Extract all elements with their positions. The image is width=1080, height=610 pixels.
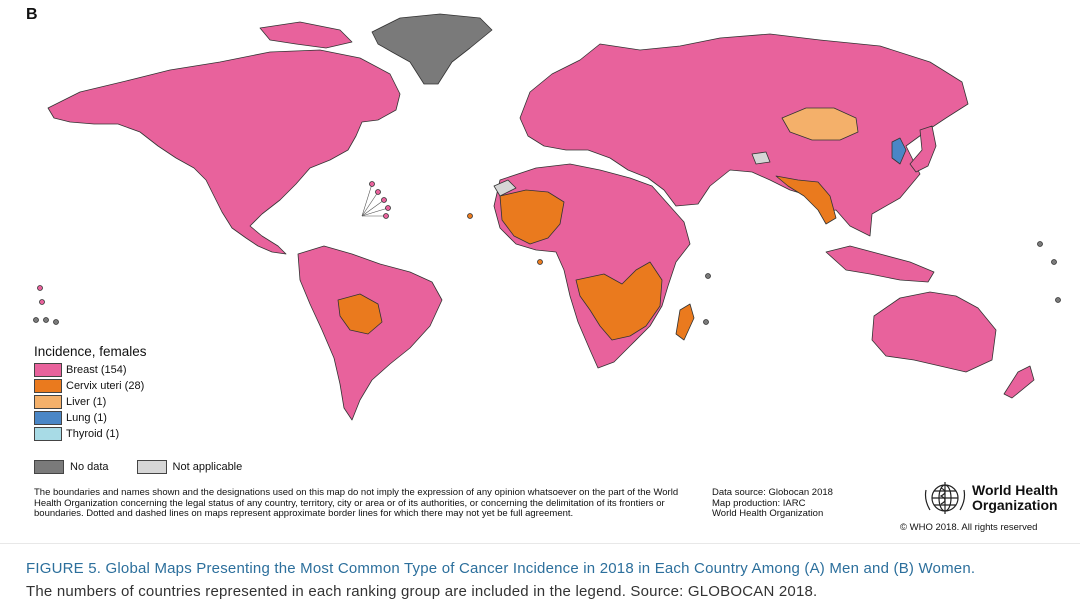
not-applicable-swatch <box>136 460 167 474</box>
who-logo: World Health Organization <box>922 478 1058 518</box>
region-south-america <box>297 245 443 421</box>
island-marker <box>53 319 59 325</box>
island-marker <box>705 273 711 279</box>
region-mongolia <box>781 107 859 141</box>
island-marker <box>43 317 49 323</box>
world-map <box>33 13 1061 421</box>
legend-swatch <box>34 427 62 441</box>
region-arctic-islands <box>259 21 353 49</box>
legend-swatch <box>34 395 62 409</box>
map-legend: Incidence, females Breast (154) Cervix u… <box>34 344 147 442</box>
no-data-swatch <box>34 460 64 474</box>
region-new-zealand <box>1003 365 1035 399</box>
region-se-asia-islands <box>825 245 935 283</box>
disclaimer-text: The boundaries and names shown and the d… <box>34 487 679 519</box>
region-bolivia <box>337 293 383 335</box>
region-western-sahara <box>493 179 517 197</box>
region-southern-africa-cervix <box>575 261 663 341</box>
legend-item-thyroid: Thyroid (1) <box>34 426 147 442</box>
island-marker <box>39 299 45 305</box>
region-south-asia-cervix <box>775 175 837 225</box>
legend-label: Cervix uteri (28) <box>66 380 145 392</box>
region-west-africa <box>499 189 565 245</box>
who-name: World Health Organization <box>972 483 1058 513</box>
legend-swatch <box>34 363 62 377</box>
who-emblem-icon <box>924 482 966 514</box>
island-marker <box>703 319 709 325</box>
region-japan <box>909 125 937 173</box>
legend-item-cervix: Cervix uteri (28) <box>34 378 147 394</box>
legend-item-breast: Breast (154) <box>34 362 147 378</box>
panel-label: B <box>26 6 38 23</box>
region-madagascar <box>675 303 695 341</box>
source-line-3: World Health Organization <box>712 508 824 519</box>
legend-label: Liver (1) <box>66 396 107 408</box>
island-marker <box>37 285 43 291</box>
figure-note: The numbers of countries represented in … <box>26 583 818 600</box>
caribbean-marker <box>369 181 375 187</box>
legend-title: Incidence, females <box>34 344 147 359</box>
legend-swatch <box>34 379 62 393</box>
legend-label: Breast (154) <box>66 364 127 376</box>
legend-label: Lung (1) <box>66 412 107 424</box>
divider <box>0 543 1080 544</box>
region-north-america <box>47 49 401 255</box>
island-marker <box>1051 259 1057 265</box>
who-line-1: World Health <box>972 482 1059 498</box>
legend-extra: No data Not applicable <box>34 460 270 474</box>
legend-label: Thyroid (1) <box>66 428 120 440</box>
region-eurasia <box>519 33 969 237</box>
caribbean-marker <box>383 213 389 219</box>
caribbean-marker <box>381 197 387 203</box>
caribbean-marker <box>375 189 381 195</box>
island-marker <box>467 213 473 219</box>
source-line-1: Data source: Globocan 2018 <box>712 487 833 498</box>
region-kashmir <box>751 151 771 165</box>
caribbean-marker <box>385 205 391 211</box>
no-data-label: No data <box>70 461 109 473</box>
region-greenland <box>371 13 493 85</box>
region-korea <box>891 137 907 165</box>
island-marker <box>1055 297 1061 303</box>
legend-item-liver: Liver (1) <box>34 394 147 410</box>
island-marker <box>33 317 39 323</box>
legend-item-lung: Lung (1) <box>34 410 147 426</box>
data-source: Data source: Globocan 2018 Map productio… <box>712 487 833 520</box>
island-marker <box>1037 241 1043 247</box>
source-line-2: Map production: IARC <box>712 497 806 509</box>
legend-swatch <box>34 411 62 425</box>
who-line-2: Organization <box>972 497 1058 513</box>
region-australia <box>871 291 997 373</box>
island-marker <box>537 259 543 265</box>
figure-caption: FIGURE 5. Global Maps Presenting the Mos… <box>26 560 976 577</box>
not-applicable-label: Not applicable <box>172 461 243 473</box>
copyright: © WHO 2018. All rights reserved <box>900 522 1038 533</box>
